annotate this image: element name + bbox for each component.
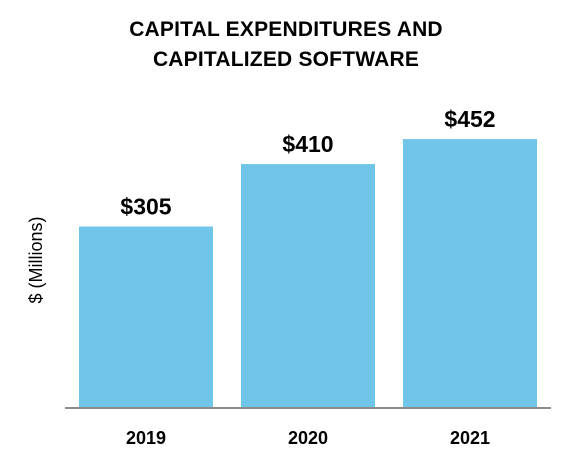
data-label-2019: $305 (120, 194, 171, 220)
x-tick-label-2021: 2021 (450, 428, 490, 448)
x-tick-label-2019: 2019 (126, 428, 166, 448)
data-label-2020: $410 (282, 131, 333, 157)
x-tick-label-2020: 2020 (288, 428, 328, 448)
chart-title-line-1: CAPITAL EXPENDITURES AND (129, 18, 443, 41)
bar-2021 (403, 139, 537, 408)
chart-title-line-2: CAPITALIZED SOFTWARE (152, 48, 420, 71)
bar-2020 (241, 164, 375, 408)
y-axis-title: $ (Millions) (26, 216, 46, 303)
data-label-2021: $452 (444, 106, 495, 132)
bar-2019 (79, 226, 213, 408)
x-tick-labels: 2019 2020 2021 (126, 428, 490, 448)
bars-group: $305 $410 $452 (79, 106, 537, 408)
